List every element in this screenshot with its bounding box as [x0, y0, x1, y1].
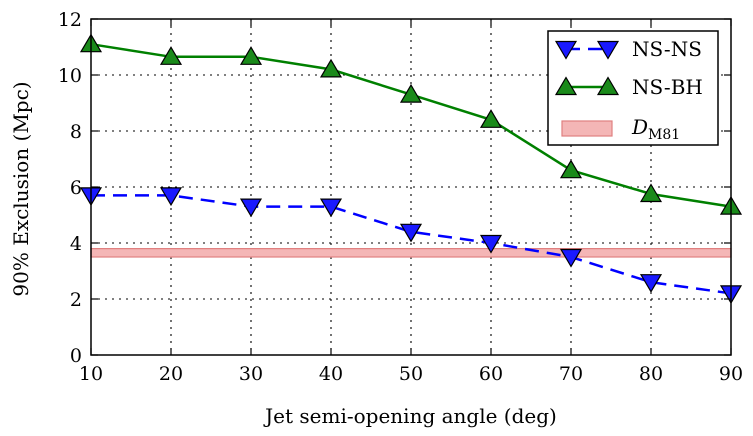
- point-ns-bh-70: [559, 159, 583, 179]
- point-ns-ns-60: [479, 234, 503, 254]
- point-ns-bh-40: [319, 58, 343, 78]
- x-axis-ticks: 10 20 30 40 50 60 70 80 90: [79, 19, 743, 385]
- x-tick-label-60: 60: [479, 363, 503, 385]
- dm81-band-layer: [90, 248, 732, 258]
- y-axis-label: 90% Exclusion (Mpc): [9, 81, 33, 296]
- point-ns-bh-30: [239, 46, 263, 65]
- legend-label-ns-ns: NS-NS: [632, 37, 702, 61]
- point-ns-bh-50: [399, 83, 423, 103]
- x-tick-label-10: 10: [79, 363, 103, 385]
- legend-label-dm81-subscript: M81: [648, 127, 680, 143]
- y-tick-label-10: 10: [58, 65, 82, 87]
- y-axis-ticks: 0 2 4 6 8 10 12: [58, 9, 731, 367]
- legend-entry-ns-bh: [554, 76, 620, 96]
- x-tick-label-20: 20: [159, 363, 183, 385]
- legend-marker-ns-bh-2: [596, 76, 620, 96]
- y-tick-label-2: 2: [70, 289, 82, 311]
- point-ns-bh-60: [479, 109, 503, 128]
- legend-swatch-dm81: [561, 120, 613, 137]
- point-ns-ns-40: [319, 198, 343, 218]
- y-tick-label-6: 6: [70, 177, 82, 199]
- y-tick-label-8: 8: [70, 121, 82, 143]
- x-tick-label-40: 40: [319, 363, 343, 385]
- point-ns-ns-50: [399, 223, 423, 243]
- y-tick-label-4: 4: [70, 233, 82, 255]
- y-tick-label-0: 0: [70, 345, 82, 367]
- legend-label-dm81-main: D: [631, 115, 648, 139]
- y-tick-label-12: 12: [58, 9, 82, 31]
- point-ns-ns-30: [239, 198, 263, 218]
- legend-marker-ns-ns-2: [596, 40, 620, 60]
- x-tick-label-90: 90: [719, 363, 743, 385]
- legend-marker-ns-bh-1: [554, 76, 578, 96]
- point-ns-bh-20: [159, 46, 183, 65]
- series-ns-ns: [79, 187, 743, 305]
- x-tick-label-70: 70: [559, 363, 583, 385]
- legend-marker-ns-ns-1: [554, 40, 578, 60]
- series-ns-bh: [79, 33, 743, 215]
- point-ns-ns-70: [559, 248, 583, 268]
- point-ns-bh-80: [639, 183, 663, 203]
- legend-label-dm81: DM81: [631, 115, 680, 143]
- series-layer: [79, 33, 743, 305]
- x-tick-label-50: 50: [399, 363, 423, 385]
- dm81-band: [90, 248, 732, 258]
- point-ns-ns-80: [639, 274, 663, 293]
- legend-entry-ns-ns: [554, 40, 620, 60]
- legend: NS-NS NS-BH DM81: [547, 30, 719, 146]
- point-ns-ns-20: [159, 187, 183, 207]
- legend-label-ns-bh: NS-BH: [632, 75, 703, 99]
- x-tick-label-80: 80: [639, 363, 663, 385]
- x-tick-label-30: 30: [239, 363, 263, 385]
- x-axis-label: Jet semi-opening angle (deg): [263, 404, 557, 428]
